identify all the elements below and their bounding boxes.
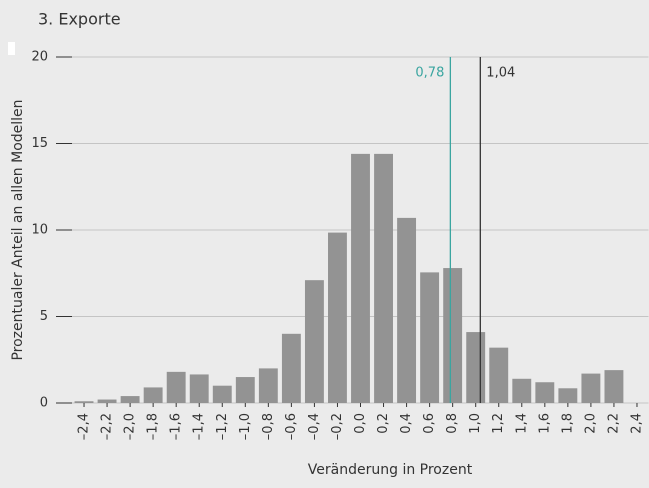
bar xyxy=(212,385,232,403)
x-tick-label: –0,4 xyxy=(307,413,322,440)
x-tick-label: 1,2 xyxy=(491,413,506,434)
bar xyxy=(281,333,301,403)
bar xyxy=(258,368,278,403)
x-tick-label: 2,0 xyxy=(583,413,598,434)
bar xyxy=(420,272,440,403)
chart-title: 3. Exporte xyxy=(38,10,121,29)
reference-label: 1,04 xyxy=(486,66,515,81)
bar xyxy=(512,378,532,403)
bar xyxy=(304,280,324,403)
y-tick-label: 10 xyxy=(31,223,48,238)
bar xyxy=(443,268,463,403)
x-axis-label: Veränderung in Prozent xyxy=(308,462,473,478)
x-tick-label: –1,2 xyxy=(215,413,230,440)
x-tick-label: –1,4 xyxy=(192,413,207,440)
bar xyxy=(535,382,555,403)
y-tick-label: 20 xyxy=(31,50,48,65)
y-tick-label: 5 xyxy=(40,309,48,324)
x-tick-label: 0,0 xyxy=(353,413,368,434)
reference-label: 0,78 xyxy=(415,66,444,81)
x-tick-label: 0,4 xyxy=(399,413,414,434)
bar xyxy=(143,387,163,403)
bar xyxy=(120,396,140,403)
x-tick-label: 0,2 xyxy=(376,413,391,434)
bar xyxy=(74,401,94,403)
bar xyxy=(397,217,417,403)
x-tick-label: 2,4 xyxy=(629,413,644,434)
x-tick-label: –1,6 xyxy=(169,413,184,440)
bar xyxy=(374,153,393,403)
bar xyxy=(97,399,117,403)
bar xyxy=(166,371,186,403)
x-tick-label: 1,4 xyxy=(514,413,529,434)
x-tick-label: 2,2 xyxy=(606,413,621,434)
x-tick-label: –0,8 xyxy=(261,413,276,440)
bar xyxy=(466,332,486,403)
x-tick-label: 0,8 xyxy=(445,413,460,434)
bar xyxy=(189,374,209,403)
x-tick-label: –2,4 xyxy=(77,413,92,440)
x-tick-label: –1,8 xyxy=(146,413,161,440)
bar xyxy=(235,377,255,403)
y-tick-label: 15 xyxy=(31,136,48,151)
x-tick-label: 1,0 xyxy=(468,413,483,434)
x-tick-label: 1,8 xyxy=(560,413,575,434)
bar xyxy=(328,232,347,403)
x-tick-label: –0,6 xyxy=(284,413,299,440)
marker xyxy=(8,42,15,55)
y-tick-label: 0 xyxy=(40,396,48,411)
bar xyxy=(351,153,370,403)
bar xyxy=(604,370,624,403)
bar xyxy=(489,347,509,403)
x-tick-label: –0,2 xyxy=(330,413,345,440)
x-tick-label: –2,0 xyxy=(123,413,138,440)
x-tick-label: 0,6 xyxy=(422,413,437,434)
y-axis-label: Prozentualer Anteil an allen Modellen xyxy=(10,99,26,360)
x-tick-label: –1,0 xyxy=(238,413,253,440)
x-tick-label: –2,2 xyxy=(100,413,115,440)
bar xyxy=(581,373,601,403)
bar xyxy=(558,388,578,403)
x-tick-label: 1,6 xyxy=(537,413,552,434)
